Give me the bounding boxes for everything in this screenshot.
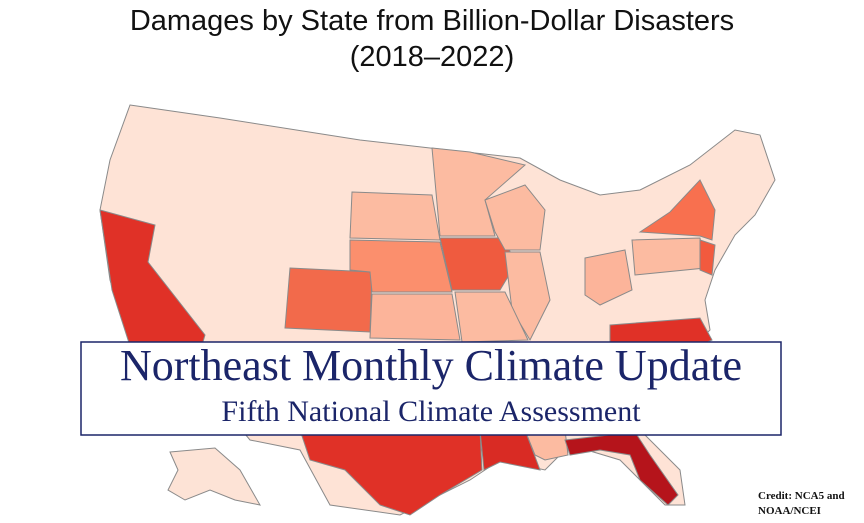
- nebraska: [349, 239, 453, 293]
- new-jersey: [699, 239, 716, 276]
- banner-subtitle: Fifth National Climate Assessment: [221, 395, 641, 428]
- title: Damages by State from Billion-Dollar Dis…: [130, 5, 734, 37]
- colorado: [284, 267, 373, 333]
- banner-box: [80, 341, 782, 436]
- south-dakota: [349, 191, 441, 241]
- ohio: [584, 249, 633, 306]
- illinois: [504, 251, 551, 342]
- kansas: [369, 293, 461, 341]
- subtitle: (2018–2022): [350, 41, 514, 73]
- banner-title: Northeast Monthly Climate Update: [120, 341, 742, 390]
- credit-line: NOAA/NCEI: [758, 505, 821, 517]
- wisconsin: [484, 184, 546, 251]
- texas: [299, 429, 483, 516]
- iowa: [439, 237, 516, 291]
- alaska: [167, 447, 261, 506]
- new-york: [638, 179, 716, 241]
- florida: [564, 431, 679, 506]
- missouri: [454, 291, 529, 343]
- pennsylvania: [631, 237, 706, 276]
- credit-line: Credit: NCA5 and: [758, 490, 845, 502]
